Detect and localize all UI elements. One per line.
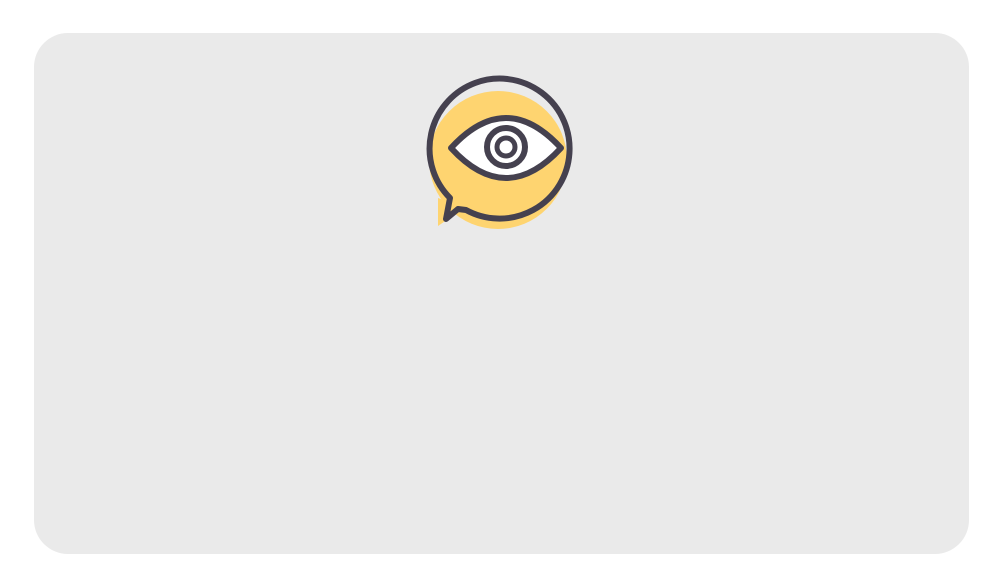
eye-speech-bubble-svg [426,75,573,229]
iris-inner-ring [494,135,518,159]
eye-speech-bubble-icon [420,70,586,232]
speech-bubble-outline [426,75,573,222]
